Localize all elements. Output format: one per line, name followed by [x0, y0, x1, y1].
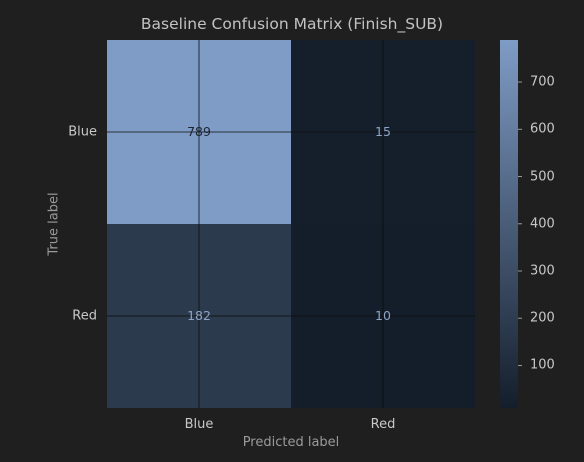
y-axis-label: True label: [46, 192, 62, 256]
cell-value-label: 10: [375, 308, 391, 323]
cell-value-label: 789: [187, 124, 211, 139]
x-tick-label: Blue: [184, 417, 214, 432]
cell-value-label: 15: [375, 124, 391, 139]
y-tick-label: Red: [72, 308, 97, 324]
y-tick-label: Blue: [68, 124, 97, 140]
colorbar: [500, 40, 518, 408]
colorbar-tick-label: 100: [530, 357, 555, 373]
colorbar-tick-label: 200: [530, 310, 555, 326]
colorbar-tick-label: 300: [530, 263, 555, 279]
chart-title: Baseline Confusion Matrix (Finish_SUB): [140, 15, 444, 33]
colorbar-tick-label: 500: [530, 169, 555, 185]
colorbar-tick-label: 600: [530, 121, 555, 137]
x-tick-label: Red: [370, 417, 396, 432]
x-axis-label: Predicted label: [242, 435, 340, 450]
cell-value-label: 182: [187, 308, 211, 323]
colorbar-tick-label: 700: [530, 74, 555, 90]
colorbar-tick-label: 400: [530, 216, 555, 232]
